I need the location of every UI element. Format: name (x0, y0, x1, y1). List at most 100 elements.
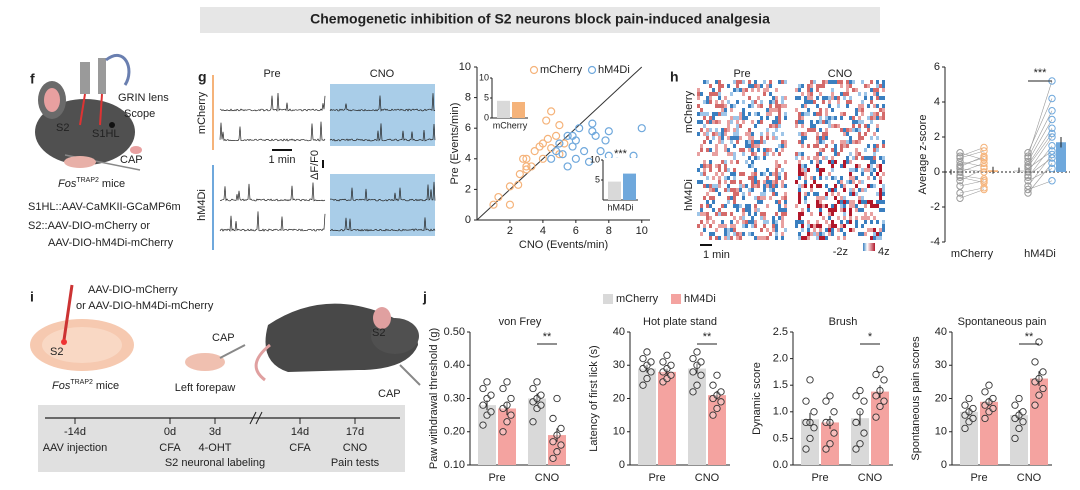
bar (1056, 142, 1066, 172)
heatmap-cell (846, 132, 849, 136)
heatmap-cell (819, 224, 822, 228)
heatmap-cell (781, 100, 784, 104)
heatmap-cell (772, 136, 775, 140)
data-point (802, 418, 810, 427)
heatmap-cell (724, 112, 727, 116)
heatmap-cell (754, 220, 757, 224)
data-point (980, 168, 988, 176)
heatmap-cell (822, 100, 825, 104)
heatmap-cell (733, 176, 736, 180)
timeline-box (38, 405, 405, 472)
heatmap-cell (736, 232, 739, 236)
heatmap-cell (828, 216, 831, 220)
heatmap-cell (781, 184, 784, 188)
heatmap-cell (831, 92, 834, 96)
heatmap-cell (712, 88, 715, 92)
heatmap-cell (807, 100, 810, 104)
heatmap-cell (727, 152, 730, 156)
heatmap-cell (703, 80, 706, 84)
data-point (1048, 124, 1056, 132)
heatmap-cell (757, 208, 760, 212)
heatmap-cell (733, 172, 736, 176)
heatmap-cell (804, 136, 807, 140)
heatmap-cell (816, 164, 819, 168)
heatmap-cell (763, 216, 766, 220)
heatmap-cell (858, 128, 861, 132)
heatmap-cell (748, 136, 751, 140)
heatmap-cell (837, 216, 840, 220)
heatmap-cell (766, 108, 769, 112)
heatmap-cell (742, 232, 745, 236)
heatmap-cell (724, 164, 727, 168)
heatmap-cell (772, 220, 775, 224)
heatmap-cell (703, 228, 706, 232)
chart-title: von Frey (499, 316, 542, 328)
heatmap-cell (742, 208, 745, 212)
heatmap-cell (843, 140, 846, 144)
heatmap-cell (840, 208, 843, 212)
x-tick-label: mCherry (951, 248, 994, 260)
heatmap-cell (727, 184, 730, 188)
y-tick-label: 0.50 (444, 326, 465, 338)
heatmap-cell (760, 104, 763, 108)
data-point (880, 376, 888, 384)
heatmap-cell (733, 136, 736, 140)
heatmap-cell (766, 168, 769, 172)
heatmap-cell (849, 140, 852, 144)
heatmap-cell (834, 116, 837, 120)
heatmap-cell (816, 220, 819, 224)
heatmap-cell (718, 84, 721, 88)
heatmap-cell (709, 236, 712, 240)
y-tick-label: 2.5 (773, 326, 788, 338)
heatmap-cell (700, 120, 703, 124)
heatmap-cell (706, 212, 709, 216)
timeline-event: CNO (343, 442, 368, 454)
heatmap-cell (864, 124, 867, 128)
heatmap-cell (763, 88, 766, 92)
heatmap-cell (778, 80, 781, 84)
x-tick-label: 10 (636, 225, 648, 237)
heatmap-cell (718, 80, 721, 84)
heatmap-cell (709, 232, 712, 236)
data-point (693, 381, 701, 389)
heatmap-cell (795, 204, 798, 208)
heatmap-cell (754, 168, 757, 172)
bar (608, 181, 621, 200)
data-point (1024, 185, 1032, 194)
protocol-line: AAV-DIO-hM4Di-mCherry (48, 237, 174, 249)
heatmap-cell (727, 176, 730, 180)
heatmap-cell (861, 108, 864, 112)
heatmap-cell (757, 196, 760, 200)
heatmap-cell (825, 228, 828, 232)
heatmap-cell (804, 184, 807, 188)
heatmap-cell (775, 200, 778, 204)
heatmap-cell (763, 236, 766, 240)
heatmap-cell (831, 164, 834, 168)
y-tick-label: 10 (590, 154, 600, 164)
heatmap-cell (840, 176, 843, 180)
heatmap-cell (760, 172, 763, 176)
heatmap-cell (712, 188, 715, 192)
data-point (956, 168, 964, 176)
heatmap-cell (846, 180, 849, 184)
heatmap-cell (715, 164, 718, 168)
data-point (697, 358, 705, 366)
heatmap-cell (715, 132, 718, 136)
heatmap-cell (831, 160, 834, 164)
heatmap-cell (852, 156, 855, 160)
heatmap-cell (733, 116, 736, 120)
heatmap-cell (876, 104, 879, 108)
heatmap-cell (724, 104, 727, 108)
heatmap-cell (843, 160, 846, 164)
data-point (956, 149, 964, 157)
legend-label: hM4Di (598, 64, 630, 76)
heatmap-cell (804, 132, 807, 136)
heatmap-cell (742, 108, 745, 112)
heatmap-cell (781, 80, 784, 84)
heatmap-cell (709, 164, 712, 168)
heatmap-cell (754, 208, 757, 212)
heatmap-cell (775, 96, 778, 100)
heatmap-cell (819, 232, 822, 236)
mice-word: mice (102, 178, 125, 190)
heatmap-cell (876, 220, 879, 224)
